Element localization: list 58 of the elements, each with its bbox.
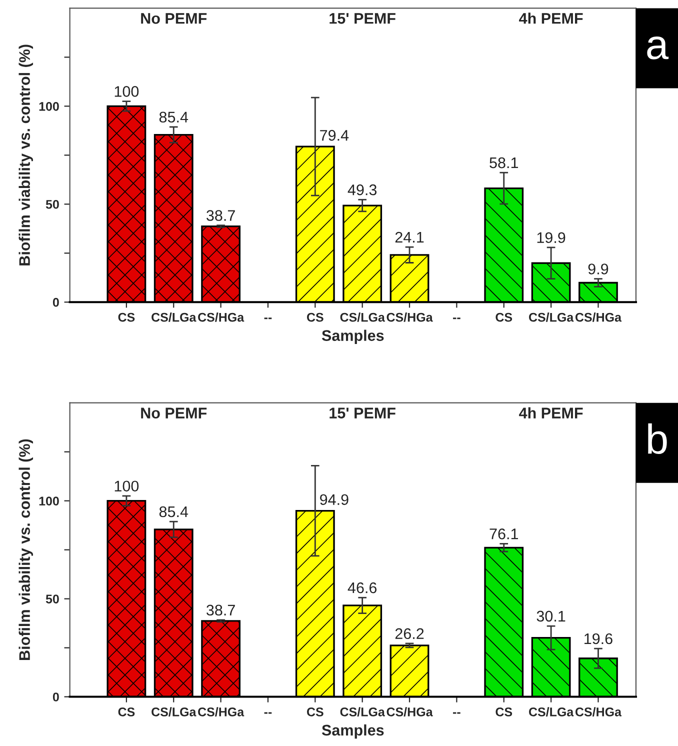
- data-label: 58.1: [490, 157, 518, 168]
- data-label: 38.7: [206, 604, 235, 616]
- y-axis-title: Biofilm viability vs. control (%): [18, 439, 34, 660]
- data-label: 100: [114, 86, 139, 97]
- y-tick-label: 0: [52, 692, 59, 702]
- x-tick-label: CS/LGa: [528, 312, 574, 322]
- annotation: No PEMF: [141, 408, 207, 418]
- data-label: 46.6: [348, 582, 377, 594]
- data-label: 38.7: [206, 210, 235, 221]
- data-label: 24.1: [395, 232, 424, 243]
- x-axis-title: Samples: [322, 724, 384, 739]
- data-label: 94.9: [320, 494, 348, 506]
- data-label: 100: [114, 480, 139, 492]
- annotation: 4h PEMF: [519, 407, 583, 418]
- annotation: 15' PEMF: [330, 408, 396, 418]
- x-axis-title: Samples: [322, 330, 384, 344]
- data-label: 85.4: [159, 112, 188, 123]
- y-tick-label: 0: [52, 298, 59, 307]
- y-tick-label: 100: [39, 102, 59, 111]
- x-tick-label: --: [264, 318, 272, 320]
- x-tick-label: CS: [496, 312, 512, 322]
- data-label: 30.1: [536, 610, 566, 622]
- data-label: 76.1: [490, 528, 518, 540]
- x-tick-label: CS/LGa: [152, 707, 196, 716]
- data-label: 19.9: [537, 232, 566, 244]
- data-label: 49.3: [348, 184, 377, 196]
- x-tick-label: CS/HGa: [575, 312, 622, 322]
- data-label: 26.2: [395, 628, 424, 640]
- x-tick-label: CS/HGa: [575, 707, 622, 716]
- data-label: 79.4: [320, 130, 349, 141]
- x-tick-label: CS/LGa: [340, 707, 385, 716]
- annotation: No PEMF: [141, 13, 207, 24]
- y-tick-label: 50: [46, 594, 59, 604]
- x-tick-label: CS: [306, 312, 324, 322]
- x-tick-label: CS: [496, 708, 512, 716]
- data-label: 9.9: [588, 264, 608, 274]
- annotation: 15' PEMF: [330, 13, 396, 24]
- x-tick-label: CS/LGa: [528, 707, 574, 716]
- x-tick-label: CS/HGa: [198, 312, 244, 322]
- x-tick-label: --: [264, 712, 272, 714]
- x-tick-label: CS/LGa: [340, 312, 385, 322]
- x-tick-label: --: [453, 712, 460, 714]
- data-label: 85.4: [159, 506, 188, 518]
- x-tick-label: CS/HGa: [386, 312, 433, 322]
- y-tick-label: 100: [39, 496, 59, 506]
- x-tick-label: CS: [118, 312, 135, 322]
- y-axis-title: Biofilm viability vs. control (%): [18, 44, 34, 266]
- x-tick-label: CS: [118, 708, 135, 716]
- text: b: [648, 423, 667, 454]
- x-tick-label: CS/HGa: [198, 707, 244, 716]
- y-tick-label: 50: [46, 200, 59, 209]
- x-tick-label: CS: [306, 708, 324, 716]
- x-tick-label: CS/LGa: [152, 312, 196, 322]
- x-tick-label: CS/HGa: [386, 707, 433, 716]
- x-tick-label: --: [453, 318, 460, 320]
- annotation: 4h PEMF: [519, 12, 583, 24]
- data-label: 19.6: [584, 633, 612, 644]
- text: a: [647, 36, 669, 60]
